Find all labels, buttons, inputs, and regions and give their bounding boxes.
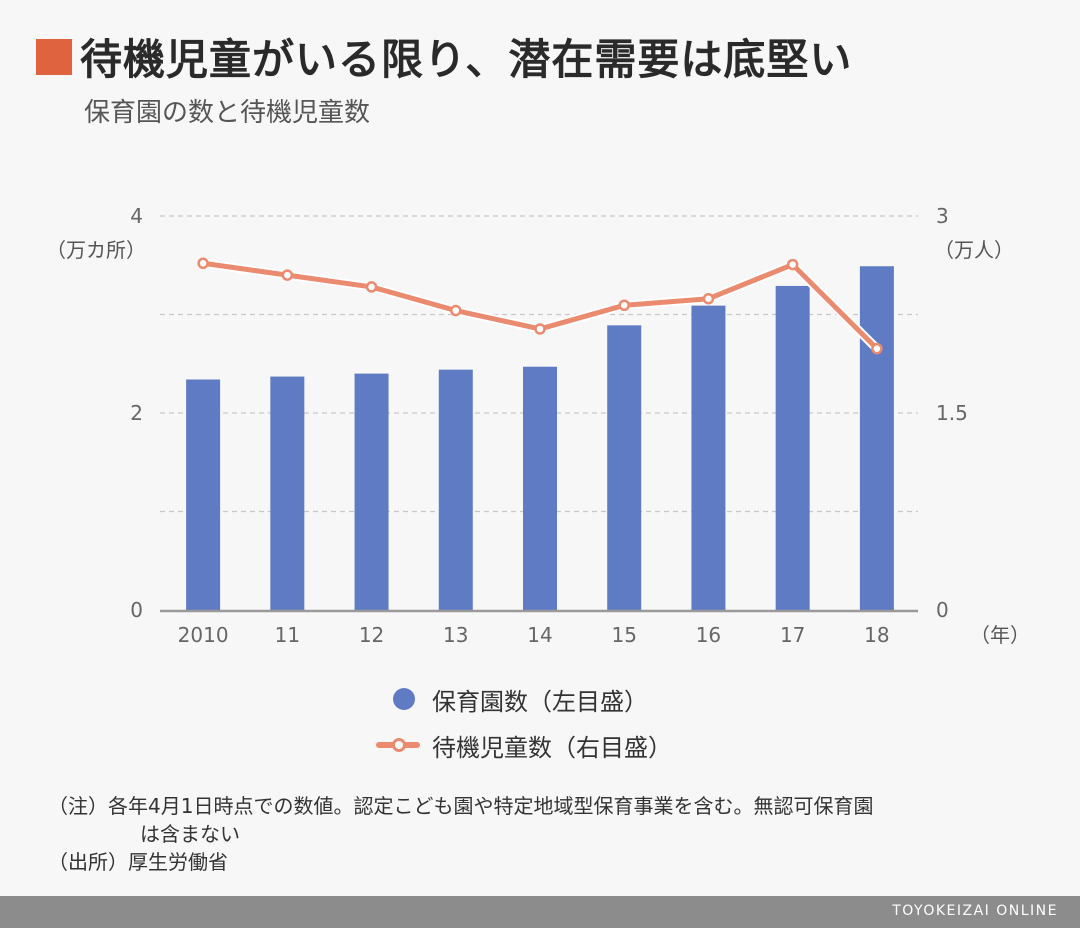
bar bbox=[523, 366, 557, 610]
bar bbox=[691, 305, 726, 610]
bar bbox=[354, 373, 389, 610]
legend: 保育園数（左目盛） 待機児童数（右目盛） bbox=[376, 676, 672, 768]
bar bbox=[607, 325, 642, 610]
legend-line-icon bbox=[376, 730, 432, 760]
chart-subtitle: 保育園の数と待機児童数 bbox=[84, 98, 371, 128]
title-block: 待機児童がいる限り、潜在需要は底堅い bbox=[36, 26, 852, 87]
line-point bbox=[197, 257, 209, 270]
note-line-continued: は含まない bbox=[140, 822, 240, 846]
line-point bbox=[450, 304, 462, 317]
legend-label-waiting: 待機児童数（右目盛） bbox=[432, 733, 672, 762]
y-right-tick-label: 3 bbox=[936, 204, 949, 228]
line-point bbox=[365, 281, 378, 293]
bar bbox=[438, 369, 473, 610]
line-point bbox=[534, 323, 546, 335]
x-tick-label: 12 bbox=[359, 623, 384, 647]
footer-brand: TOYOKEIZAI ONLINE bbox=[892, 903, 1058, 919]
x-tick-label: 13 bbox=[443, 623, 468, 647]
x-tick-label: 14 bbox=[527, 623, 552, 647]
x-unit-label: （年） bbox=[970, 623, 1030, 647]
x-tick-label: 16 bbox=[696, 623, 721, 647]
bar bbox=[775, 285, 810, 610]
line-point bbox=[618, 299, 630, 312]
line-point bbox=[871, 342, 883, 355]
notes: （注）各年4月1日時点での数値。認定こども園や特定地域型保育事業を含む。無認可保… bbox=[48, 792, 873, 876]
bar bbox=[270, 376, 305, 610]
line-point bbox=[786, 258, 799, 271]
x-tick-label: 18 bbox=[864, 623, 889, 647]
y-right-unit-label: （万人） bbox=[934, 238, 1014, 262]
y-left-tick-label: 0 bbox=[130, 598, 143, 622]
footer-bar: TOYOKEIZAI ONLINE bbox=[0, 896, 1080, 928]
x-tick-label: 17 bbox=[780, 623, 805, 647]
source-line: （出所）厚生労働省 bbox=[48, 850, 228, 874]
legend-item-nurseries: 保育園数（左目盛） bbox=[376, 676, 672, 722]
legend-label-nurseries: 保育園数（左目盛） bbox=[432, 687, 648, 716]
legend-dot-icon bbox=[376, 684, 432, 714]
y-right-tick-label: 0 bbox=[936, 598, 949, 622]
bar bbox=[186, 379, 221, 610]
line-point bbox=[702, 292, 715, 305]
x-tick-label: 15 bbox=[611, 623, 636, 647]
line-point bbox=[281, 269, 294, 281]
chart-svg: 0 2 4 （万カ所） 0 1.5 3 （万人） 2010 11 12 13 14 15 16 17 18 （年） bbox=[46, 204, 1030, 647]
chart-title: 待機児童がいる限り、潜在需要は底堅い bbox=[80, 35, 853, 84]
title-square-icon bbox=[36, 38, 72, 75]
bar bbox=[859, 266, 894, 610]
x-tick-label: 2010 bbox=[178, 623, 229, 647]
x-tick-label: 11 bbox=[275, 623, 300, 647]
note-line: （注）各年4月1日時点での数値。認定こども園や特定地域型保育事業を含む。無認可保… bbox=[48, 794, 874, 818]
y-left-unit-label: （万カ所） bbox=[46, 238, 146, 262]
y-left-tick-label: 4 bbox=[130, 204, 143, 228]
y-right-tick-label: 1.5 bbox=[936, 401, 968, 425]
legend-item-waiting: 待機児童数（右目盛） bbox=[376, 722, 672, 768]
y-left-tick-label: 2 bbox=[130, 401, 143, 425]
